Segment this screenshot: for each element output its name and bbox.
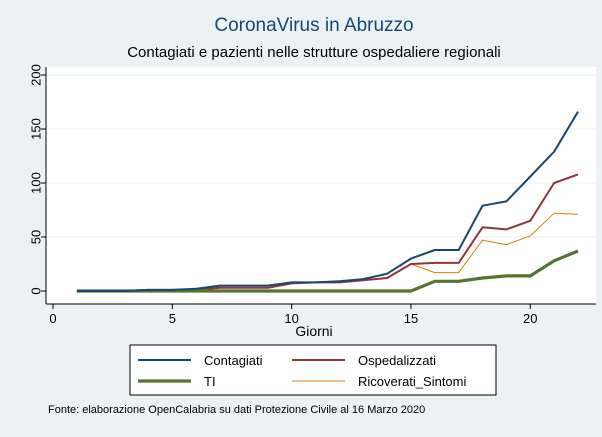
series-line-ti bbox=[76, 249, 579, 293]
y-tick-label: 100 bbox=[29, 172, 44, 194]
x-tick-label: 15 bbox=[404, 311, 418, 326]
legend-label-ricoverati-sintomi: Ricoverati_Sintomi bbox=[358, 374, 466, 389]
chart-subtitle: Contagiati e pazienti nelle strutture os… bbox=[127, 44, 501, 61]
chart-title: CoronaVirus in Abruzzo bbox=[214, 15, 413, 36]
legend-label-ti: TI bbox=[204, 374, 216, 389]
legend-label-contagiati: Contagiati bbox=[204, 353, 263, 368]
series-lines bbox=[76, 111, 579, 293]
x-tick-label: 5 bbox=[169, 311, 176, 326]
x-axis-label: Giorni bbox=[295, 323, 332, 339]
source-note: Fonte: elaborazione OpenCalabria su dati… bbox=[48, 404, 426, 416]
y-tick-label: 200 bbox=[29, 64, 44, 86]
y-tick-label: 150 bbox=[29, 118, 44, 140]
x-tick-label: 10 bbox=[284, 311, 298, 326]
legend-box bbox=[129, 344, 497, 396]
x-tick-label: 20 bbox=[523, 311, 537, 326]
y-axis: 0 50 100 150 200 bbox=[29, 64, 47, 304]
legend: Contagiati Ospedalizzati TI Ricoverati_Sint… bbox=[138, 353, 466, 389]
y-tick-label: 0 bbox=[29, 287, 44, 294]
gridlines bbox=[47, 74, 596, 238]
legend-label-ospedalizzati: Ospedalizzati bbox=[358, 353, 436, 368]
y-tick-label: 50 bbox=[29, 230, 44, 244]
x-tick-label: 0 bbox=[49, 311, 56, 326]
series-line-contagiati bbox=[76, 111, 579, 292]
plot-area bbox=[46, 67, 596, 304]
x-axis: 0 5 10 15 20 bbox=[46, 303, 596, 326]
